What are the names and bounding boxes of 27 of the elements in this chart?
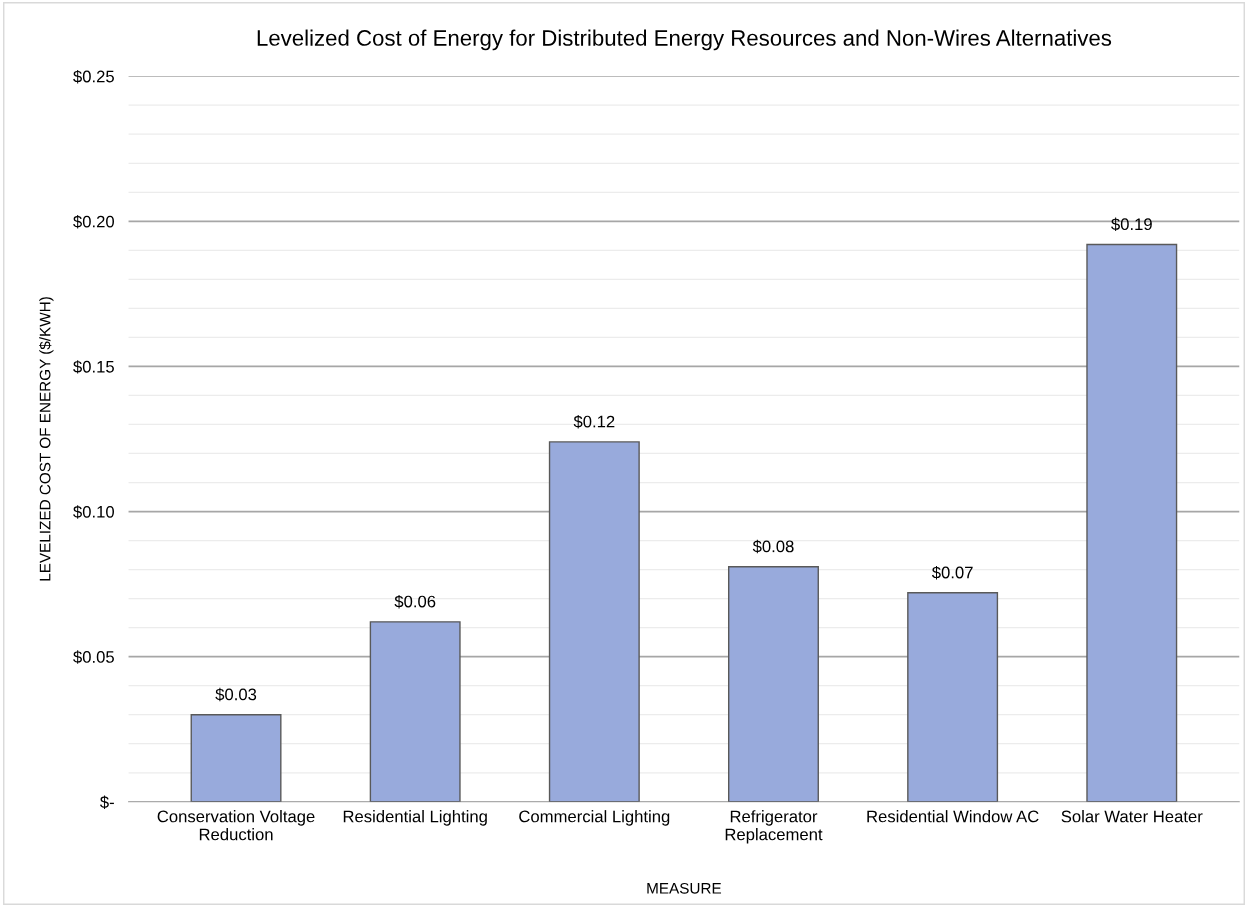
y-axis-title: LEVELIZED COST OF ENERGY ($/KWH)	[39, 297, 54, 581]
x-tick-label: Commercial Lighting	[519, 810, 670, 826]
chart-title: Levelized Cost of Energy for Distributed Energy Resources and Non-Wires Alternatives	[257, 29, 1112, 51]
y-tick-label: $0.10	[73, 505, 115, 519]
y-tick-label: $-	[100, 795, 114, 809]
bar	[1086, 243, 1178, 802]
y-tick-label: $0.15	[73, 360, 114, 374]
data-label: $0.07	[931, 565, 973, 580]
bar	[727, 565, 819, 802]
bar	[190, 714, 282, 802]
y-tick-label: $0.05	[73, 650, 114, 664]
data-label: $0.06	[394, 594, 436, 609]
bar	[369, 621, 461, 802]
data-label: $0.03	[215, 687, 257, 702]
data-label: $0.19	[1111, 217, 1152, 232]
x-tick-label: Conservation Voltage Reduction	[157, 810, 315, 841]
y-tick-label: $0.20	[73, 215, 115, 229]
data-label: $0.12	[573, 414, 615, 429]
y-tick-label: $0.25	[73, 69, 114, 84]
x-tick-label: Residential Window AC	[867, 810, 1039, 823]
x-tick-label: Residential Lighting	[343, 810, 487, 826]
bar	[548, 441, 640, 802]
x-axis-title: MEASURE	[647, 882, 722, 894]
data-label: $0.08	[752, 539, 794, 554]
bar	[907, 592, 999, 802]
x-tick-label: Refrigerator Replacement	[725, 810, 823, 844]
x-tick-label: Solar Water Heater	[1061, 810, 1203, 823]
